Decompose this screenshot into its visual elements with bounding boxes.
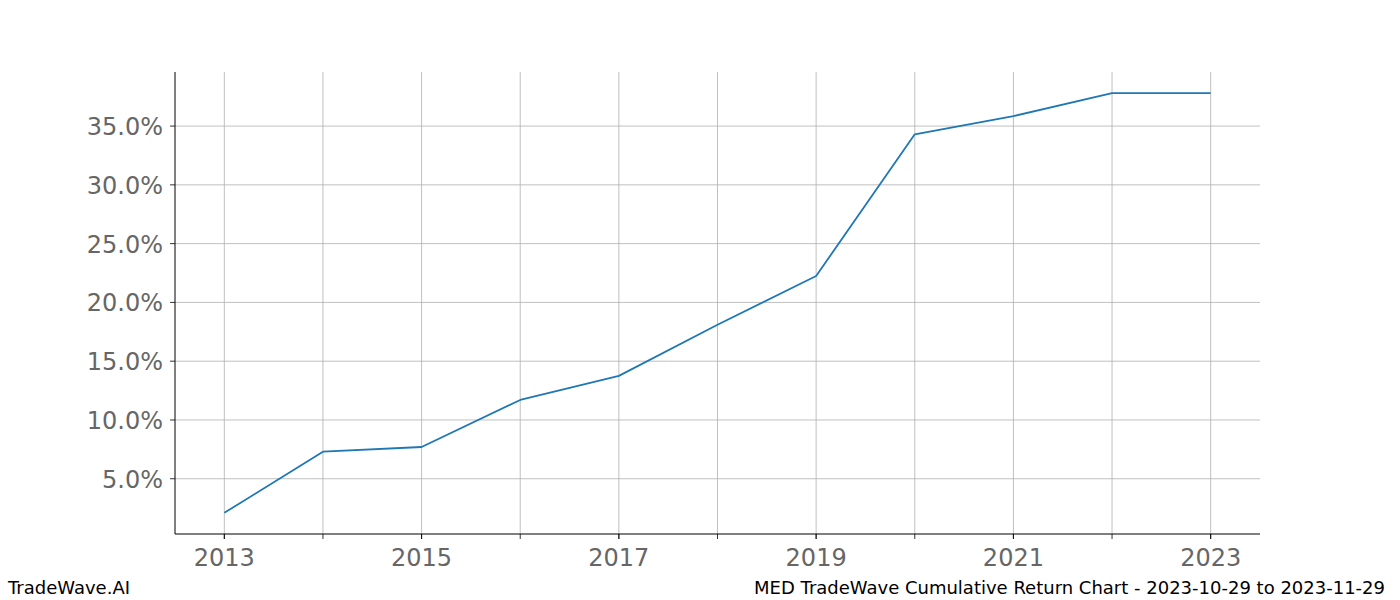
grid bbox=[175, 72, 1260, 534]
x-minor-tick bbox=[1013, 534, 1014, 539]
x-grid-line bbox=[520, 72, 521, 534]
chart-root: 5.0% 10.0% 15.0% 20.0% 25.0% 30.0% 35.0% 2013 20… bbox=[0, 0, 1400, 600]
y-tick bbox=[170, 419, 175, 420]
x-tick-label: 2013 bbox=[194, 544, 255, 572]
x-tick bbox=[1013, 534, 1014, 539]
x-tick bbox=[618, 534, 619, 539]
x-grid-line bbox=[322, 72, 323, 534]
y-tick bbox=[170, 243, 175, 244]
x-tick-label: 2023 bbox=[1180, 544, 1241, 572]
x-tick-label: 2017 bbox=[588, 544, 649, 572]
x-minor-tick bbox=[421, 534, 422, 539]
y-tick-label: 25.0% bbox=[87, 231, 163, 259]
y-tick-label: 35.0% bbox=[87, 113, 163, 141]
x-grid-line bbox=[914, 72, 915, 534]
x-grid-line bbox=[224, 72, 225, 534]
x-tick-label: 2021 bbox=[983, 544, 1044, 572]
x-minor-tick bbox=[322, 534, 323, 539]
y-tick-label: 20.0% bbox=[87, 289, 163, 317]
x-tick bbox=[1210, 534, 1211, 539]
x-grid-line bbox=[1013, 72, 1014, 534]
x-minor-tick bbox=[717, 534, 718, 539]
x-minor-tick bbox=[914, 534, 915, 539]
y-tick-label: 5.0% bbox=[102, 466, 163, 494]
x-grid-line bbox=[421, 72, 422, 534]
x-tick-label: 2015 bbox=[391, 544, 452, 572]
x-minor-tick bbox=[520, 534, 521, 539]
y-tick bbox=[170, 126, 175, 127]
x-axis-line bbox=[175, 534, 1260, 535]
x-grid-line bbox=[1112, 72, 1113, 534]
x-minor-tick bbox=[618, 534, 619, 539]
x-grid-line bbox=[1210, 72, 1211, 534]
chart: 5.0% 10.0% 15.0% 20.0% 25.0% 30.0% 35.0% 2013 20… bbox=[0, 0, 1400, 600]
y-axis-line bbox=[175, 72, 176, 534]
x-tick-label: 2019 bbox=[786, 544, 847, 572]
plot-area bbox=[224, 93, 1210, 513]
x-tick bbox=[816, 534, 817, 539]
source: TradeWave.AI bbox=[7, 577, 130, 598]
y-tick-label: 30.0% bbox=[87, 172, 163, 200]
y-tick bbox=[170, 302, 175, 303]
y-tick bbox=[170, 361, 175, 362]
y-tick bbox=[170, 478, 175, 479]
return-line bbox=[224, 93, 1210, 513]
y-tick-label: 15.0% bbox=[87, 348, 163, 376]
x-tick bbox=[421, 534, 422, 539]
x-tick bbox=[224, 534, 225, 539]
title: MED TradeWave Cumulative Return Chart - … bbox=[754, 577, 1385, 598]
x-minor-tick bbox=[1210, 534, 1211, 539]
y-tick bbox=[170, 184, 175, 185]
x-grid-line bbox=[618, 72, 619, 534]
x-minor-tick bbox=[816, 534, 817, 539]
x-minor-tick bbox=[224, 534, 225, 539]
x-grid-line bbox=[816, 72, 817, 534]
y-tick-label: 10.0% bbox=[87, 407, 163, 435]
x-grid-line bbox=[717, 72, 718, 534]
x-minor-tick bbox=[1112, 534, 1113, 539]
